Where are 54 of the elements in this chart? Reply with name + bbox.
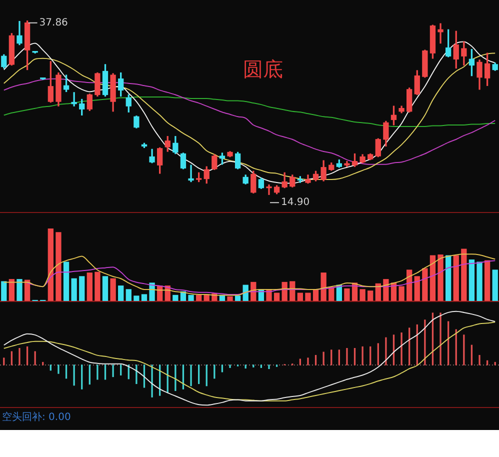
bar — [305, 292, 311, 301]
bar — [56, 232, 62, 301]
bar — [312, 290, 319, 301]
bar — [461, 248, 467, 301]
bar — [445, 255, 452, 301]
bar — [368, 290, 374, 301]
bar — [476, 262, 482, 301]
bar — [422, 268, 428, 301]
bar — [344, 288, 350, 301]
bar — [484, 260, 490, 301]
bar — [375, 283, 381, 301]
bar — [430, 255, 436, 301]
annotation: 圆底 — [243, 56, 283, 83]
bar — [24, 280, 30, 301]
bar — [266, 290, 272, 301]
annotation: 37.86 — [39, 17, 68, 28]
bar — [102, 276, 108, 301]
bar — [172, 294, 178, 301]
candlestick — [438, 23, 444, 44]
bar — [8, 279, 15, 301]
bar — [297, 292, 304, 301]
bar — [383, 279, 389, 301]
bar — [438, 254, 444, 301]
bar — [94, 272, 100, 301]
candlestick — [71, 92, 77, 106]
bar — [118, 286, 124, 301]
bar — [453, 255, 459, 301]
bar — [234, 296, 241, 301]
text: 空头回补: 0.00 — [0, 407, 499, 426]
bar — [16, 279, 22, 301]
bar — [134, 296, 140, 301]
bar — [406, 270, 412, 301]
bar — [414, 276, 420, 301]
bar — [1, 281, 7, 301]
bar — [79, 276, 85, 301]
bar — [196, 294, 202, 301]
bar — [398, 286, 404, 301]
bar — [110, 278, 116, 301]
bar — [48, 228, 54, 301]
text: 14.90 — [280, 197, 310, 208]
bar — [188, 294, 194, 301]
candlestick — [188, 164, 194, 182]
bar — [71, 278, 77, 301]
bar — [468, 260, 475, 301]
bar — [63, 262, 70, 301]
bar — [227, 296, 233, 301]
bar — [141, 294, 148, 301]
candlestick — [266, 184, 272, 195]
bar — [360, 289, 366, 301]
bar — [86, 272, 92, 301]
bar — [126, 289, 132, 301]
bar — [492, 270, 498, 301]
bar — [274, 292, 280, 301]
bar — [320, 272, 326, 301]
